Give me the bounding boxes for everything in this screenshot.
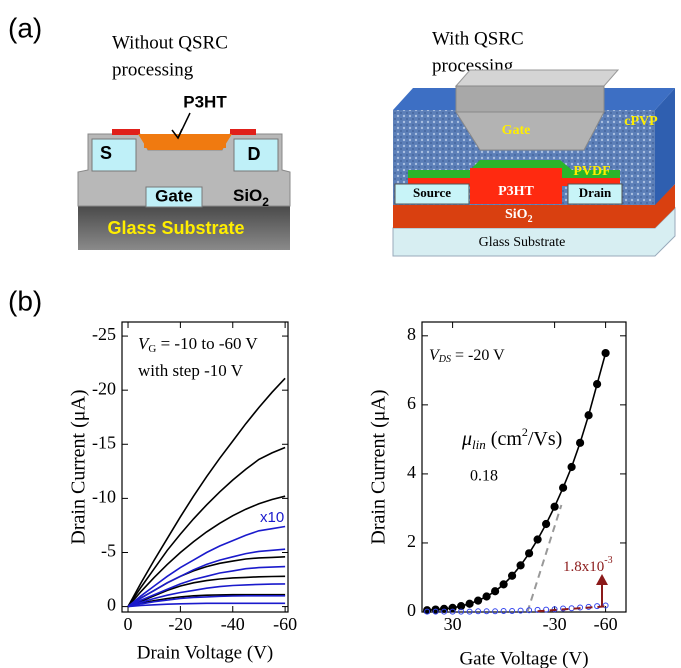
y-axis-label: Drain Current (μA) [368, 389, 390, 544]
schematic-title: Without QSRC [112, 32, 228, 53]
layer-label: Glass Substrate [479, 235, 566, 250]
gate-electrode [456, 86, 604, 112]
data-point [585, 412, 592, 419]
layer-label: PVDF [573, 164, 610, 179]
series-line [128, 603, 285, 606]
y-tick-label: 0 [107, 595, 116, 615]
y-tick-label: -5 [101, 541, 116, 561]
x-axis-label: Gate Voltage (V) [459, 648, 588, 668]
x-tick-label: -20 [168, 614, 192, 634]
annotation: x10 [260, 509, 284, 526]
annotation-symbol: μ [461, 428, 472, 450]
schematic-title: With QSRC [432, 28, 524, 49]
data-point [501, 608, 506, 613]
data-point [466, 600, 473, 607]
label-text: SiO [233, 186, 262, 205]
data-point [492, 588, 499, 595]
y-tick-label: 0 [407, 600, 416, 620]
layer-label: Gate [155, 186, 193, 205]
annotation: with step -10 V [138, 361, 244, 380]
y-tick-label: 2 [407, 531, 416, 551]
data-point [534, 536, 541, 543]
x-tick-label: -30 [543, 614, 567, 634]
label-sub: 2 [528, 214, 533, 225]
x-axis-label: Drain Voltage (V) [137, 642, 274, 663]
layer-label: cPVP [624, 114, 658, 129]
data-point [510, 608, 515, 613]
annotation: 1.8x10-3 [563, 555, 613, 575]
data-point [569, 606, 574, 611]
data-point [594, 381, 601, 388]
y-tick-label: 8 [407, 324, 416, 344]
annotation: VDS = -20 V [429, 347, 505, 366]
y-tick-label: -15 [92, 432, 116, 452]
annotation-sub: G [148, 343, 156, 355]
layer-label: Source [413, 185, 451, 200]
data-point [568, 463, 575, 470]
layer-label: P3HT [498, 184, 534, 199]
data-point [483, 593, 490, 600]
annotation: μlin (cm2/Vs) [461, 425, 562, 452]
annotation-text: = -10 to -60 V [156, 334, 258, 353]
x-tick-label: 30 [444, 614, 462, 634]
data-point [526, 550, 533, 557]
source-electrode [92, 139, 136, 171]
annotation: VG = -10 to -60 V [138, 334, 258, 355]
y-tick-label: -25 [92, 324, 116, 344]
semiconductor [230, 129, 256, 135]
data-point [508, 572, 515, 579]
annotation-text: /Vs) [528, 428, 562, 450]
schematic-title: processing [112, 59, 194, 80]
x-tick-label: -40 [221, 614, 245, 634]
series-line [128, 448, 285, 607]
data-point [602, 349, 609, 356]
annotation: 0.18 [470, 468, 498, 485]
layer-label: Gate [502, 123, 531, 138]
label-text: SiO [505, 207, 528, 222]
arrow [596, 574, 608, 585]
data-point [551, 503, 558, 510]
data-point [476, 609, 481, 614]
gate-electrode [456, 70, 618, 86]
x-tick-label: -60 [273, 614, 297, 634]
y-tick-label: -20 [92, 378, 116, 398]
data-point [560, 484, 567, 491]
x-tick-label: -60 [594, 614, 618, 634]
schematic-with: With QSRC processing Gate cPVP PVDF Sour… [393, 28, 675, 256]
y-tick-label: -10 [92, 487, 116, 507]
figure: (a) (b) Without QSRC processing P3HT S D… [0, 0, 681, 668]
layer-label: D [248, 144, 261, 164]
annotation-sub: DS [438, 354, 451, 365]
data-point [484, 609, 489, 614]
panel-label: (b) [8, 285, 42, 316]
chart: 0 2 4 6 8 30 -30 -60 Gate Voltage (V) Drain Curre… [368, 322, 626, 668]
data-point [517, 562, 524, 569]
data-point [458, 603, 465, 610]
layer-label: Glass Substrate [107, 218, 244, 238]
semiconductor [112, 129, 140, 135]
data-point [500, 581, 507, 588]
schematic-without: Without QSRC processing P3HT S D Gate Si… [78, 32, 290, 250]
annotation-text: = -20 V [451, 347, 505, 364]
annotation-sub: lin [472, 437, 486, 452]
annotation-text: (cm [486, 428, 523, 450]
data-point [543, 520, 550, 527]
data-point [493, 609, 498, 614]
x-tick-label: 0 [124, 614, 133, 634]
layer-label: P3HT [183, 92, 227, 111]
semiconductor [144, 134, 226, 148]
y-tick-label: 6 [407, 393, 416, 413]
layer-label: S [100, 143, 112, 163]
layer-label: Drain [579, 185, 612, 200]
annotation-text: 1.8x10 [563, 559, 604, 575]
y-axis-label: Drain Current (μA) [68, 389, 90, 544]
label-sub: 2 [262, 195, 269, 209]
data-point [577, 439, 584, 446]
panel-label: (a) [8, 12, 42, 43]
annotation-sup: -3 [604, 555, 612, 566]
y-tick-label: 4 [407, 462, 416, 482]
data-point [475, 597, 482, 604]
